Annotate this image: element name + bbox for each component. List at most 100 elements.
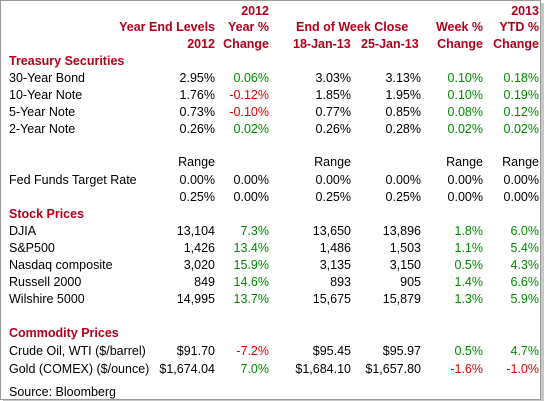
header-year-change: Change	[223, 37, 269, 51]
cell-c2: 13,896	[382, 224, 421, 238]
fed-row1-c2: 0.00%	[385, 173, 421, 187]
cell-wc: -1.6%	[450, 362, 483, 376]
range-label-week-change: Range	[446, 155, 483, 169]
row-label: Nasdaq composite	[9, 258, 113, 272]
cell-c2: 1,503	[389, 241, 421, 255]
cell-c1: 893	[330, 275, 351, 289]
cell-c2: 0.28%	[385, 122, 421, 136]
section-commodity: Commodity Prices	[9, 326, 119, 340]
cell-c2: 0.85%	[385, 105, 421, 119]
range-label-ytd: Range	[502, 155, 539, 169]
cell-wc: 1.1%	[454, 241, 484, 255]
cell-ytd: -1.0%	[506, 362, 539, 376]
header-2013: 2013	[511, 4, 539, 18]
cell-yc: 13.7%	[233, 292, 269, 306]
cell-ye: 13,104	[176, 224, 215, 238]
cell-c1: 1,486	[319, 241, 351, 255]
cell-ye: 2.95%	[179, 71, 215, 85]
header-end-of-week-close: End of Week Close	[296, 20, 409, 34]
cell-yc: 15.9%	[233, 258, 269, 272]
cell-c1: 13,650	[312, 224, 351, 238]
cell-ye: $91.70	[176, 344, 215, 358]
row-label: S&P500	[9, 241, 55, 255]
row-label: 2-Year Note	[9, 122, 76, 136]
cell-yc: 7.3%	[240, 224, 270, 238]
source-note: Source: Bloomberg	[9, 385, 117, 399]
cell-ye: 14,995	[176, 292, 215, 306]
header-18-jan: 18-Jan-13	[293, 37, 351, 51]
cell-c2: 15,879	[382, 292, 421, 306]
cell-ytd: 6.6%	[510, 275, 540, 289]
cell-ytd: 0.02%	[503, 122, 539, 136]
cell-c1: 3.03%	[315, 71, 351, 85]
cell-wc: 0.10%	[447, 71, 483, 85]
fed-row1-yc: 0.00%	[233, 173, 269, 187]
header-week-change: Change	[437, 37, 483, 51]
section-stock: Stock Prices	[9, 207, 85, 221]
cell-c1: 3,135	[319, 258, 351, 272]
cell-c1: 15,675	[312, 292, 351, 306]
range-label-year-end: Range	[178, 155, 215, 169]
cell-wc: 1.8%	[454, 224, 484, 238]
header-2012: 2012	[241, 4, 269, 18]
header-week-pct: Week %	[435, 20, 483, 34]
header-2012-level: 2012	[187, 37, 215, 51]
cell-c1: $95.45	[312, 344, 351, 358]
cell-ye: 3,020	[183, 258, 215, 272]
cell-wc: 1.3%	[454, 292, 484, 306]
header-year-pct: Year %	[227, 20, 269, 34]
fed-row1-ytd: 0.00%	[503, 173, 539, 187]
cell-c1: 0.26%	[315, 122, 351, 136]
cell-yc: 7.0%	[240, 362, 270, 376]
cell-ye: 849	[194, 275, 215, 289]
cell-c2: $1,657.80	[365, 362, 421, 376]
row-label: DJIA	[9, 224, 37, 238]
cell-ye: 1,426	[183, 241, 215, 255]
row-label: 10-Year Note	[9, 88, 83, 102]
cell-c1: 1.85%	[315, 88, 351, 102]
cell-c2: 3,150	[389, 258, 421, 272]
fed-row1-wc: 0.00%	[447, 173, 483, 187]
cell-yc: -0.12%	[229, 88, 269, 102]
row-label: 5-Year Note	[9, 105, 76, 119]
row-label: Russell 2000	[9, 275, 82, 289]
fed-row2-wc: 0.00%	[447, 190, 483, 204]
cell-c2: 1.95%	[385, 88, 421, 102]
cell-ytd: 5.4%	[510, 241, 540, 255]
fed-row1-c1: 0.00%	[315, 173, 351, 187]
cell-wc: 0.10%	[447, 88, 483, 102]
row-label: Gold (COMEX) ($/ounce)	[9, 362, 150, 376]
cell-ytd: 0.12%	[503, 105, 539, 119]
cell-c1: $1,684.10	[295, 362, 351, 376]
cell-ye: 1.76%	[179, 88, 215, 102]
header-year-end-levels: Year End Levels	[119, 20, 215, 34]
cell-yc: -0.10%	[229, 105, 269, 119]
row-label: 30-Year Bond	[9, 71, 85, 85]
header-ytd-pct: YTD %	[499, 20, 539, 34]
cell-ytd: 0.18%	[503, 71, 539, 85]
cell-c2: 3.13%	[385, 71, 421, 85]
cell-wc: 0.5%	[454, 344, 484, 358]
cell-ye: $1,674.04	[159, 362, 215, 376]
row-label: Crude Oil, WTI ($/barrel)	[9, 344, 146, 358]
cell-ytd: 6.0%	[510, 224, 540, 238]
cell-ytd: 0.19%	[503, 88, 539, 102]
fed-row2-c2: 0.25%	[385, 190, 421, 204]
row-label: Wilshire 5000	[9, 292, 85, 306]
cell-ytd: 4.7%	[510, 344, 540, 358]
cell-wc: 0.02%	[447, 122, 483, 136]
cell-c1: 0.77%	[315, 105, 351, 119]
fed-row2-ye: 0.25%	[179, 190, 215, 204]
header-ytd-change: Change	[493, 37, 539, 51]
cell-yc: 14.6%	[233, 275, 269, 289]
fed-row2-yc: 0.00%	[233, 190, 269, 204]
cell-wc: 0.08%	[447, 105, 483, 119]
cell-yc: 0.06%	[233, 71, 269, 85]
fed-row2-ytd: 0.00%	[503, 190, 539, 204]
section-treasury: Treasury Securities	[9, 54, 125, 68]
cell-yc: 13.4%	[233, 241, 269, 255]
cell-yc: 0.02%	[233, 122, 269, 136]
row-label-fed-funds: Fed Funds Target Rate	[9, 173, 137, 187]
fed-row2-c1: 0.25%	[315, 190, 351, 204]
